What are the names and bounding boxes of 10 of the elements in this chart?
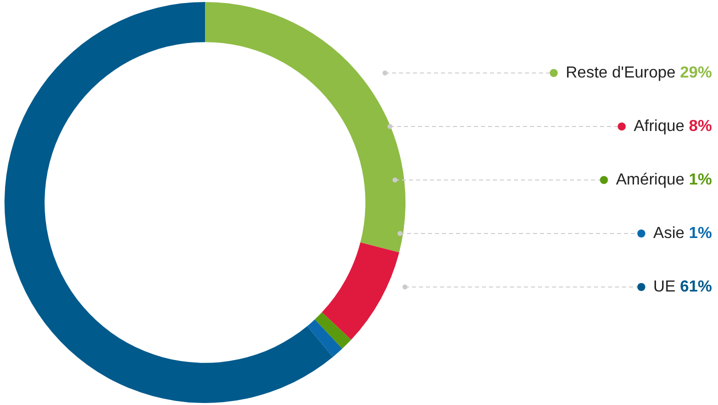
legend-label: UE	[653, 278, 680, 296]
legend-label: Amérique	[616, 171, 689, 188]
legend-label: Afrique	[634, 118, 689, 135]
legend-label: Reste d'Europe	[566, 64, 680, 82]
data-label: 29%	[680, 64, 712, 82]
legend-label: Asie	[653, 224, 689, 242]
data-label: 1%	[688, 171, 712, 188]
data-label: 8%	[688, 118, 712, 135]
data-label: 1%	[688, 224, 712, 242]
data-label: 61%	[680, 278, 712, 296]
